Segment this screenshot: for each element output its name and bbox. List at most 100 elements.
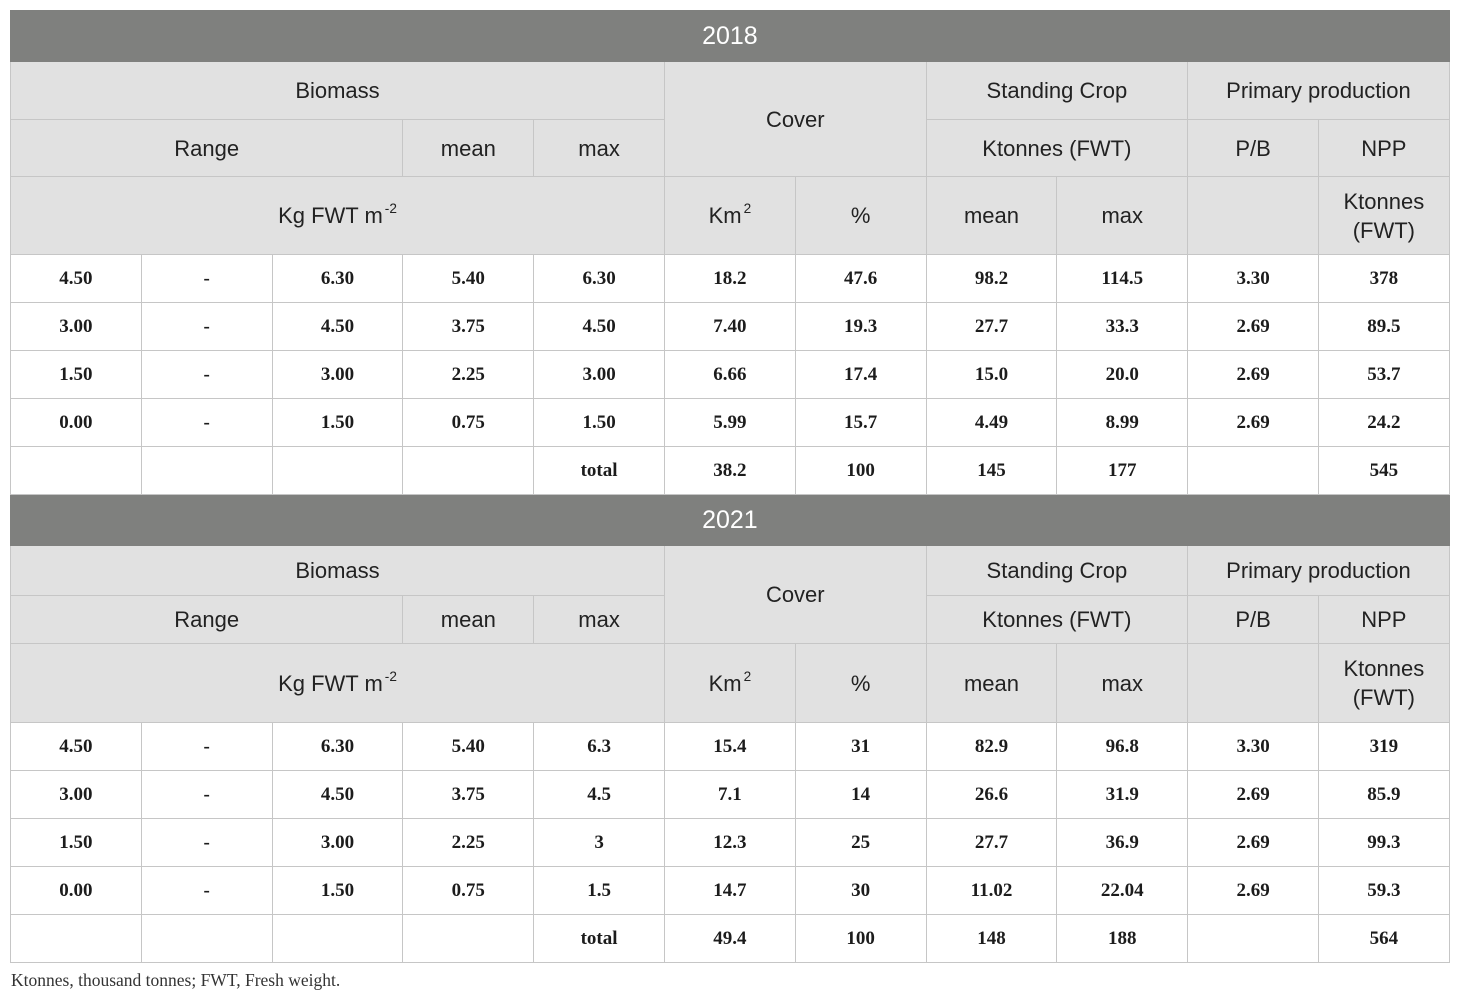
- biomass-mean-cell: 2.25: [402, 350, 535, 399]
- range-max-cell: 6.30: [271, 722, 404, 771]
- cover-percent-cell: 30: [794, 866, 927, 915]
- npp-cell: 53.7: [1317, 350, 1450, 399]
- cover-header: Cover: [663, 545, 927, 644]
- cover-area-unit-text: Km: [708, 670, 742, 696]
- table-row: 4.50-6.30 5.40 6.3 15.4 31 82.9 96.8 3.30 319: [10, 722, 1450, 771]
- biomass-unit-exponent: -2: [384, 668, 397, 684]
- cover-percent-cell: 19.3: [794, 302, 927, 351]
- range-min-cell: 0.00: [10, 398, 142, 447]
- standing-crop-unit-header: Ktonnes (FWT): [925, 595, 1189, 644]
- header-row-subgroups: Range mean max Ktonnes (FWT) P/B NPP: [9, 119, 1450, 177]
- npp-cell: 85.9: [1317, 770, 1450, 819]
- range-dash-cell: -: [140, 818, 273, 867]
- biomass-mean-cell: 3.75: [402, 302, 535, 351]
- pb-unit-empty: [1187, 643, 1319, 723]
- range-min-cell: [10, 914, 142, 963]
- npp-header: NPP: [1317, 119, 1450, 177]
- biomass-unit-text: Kg FWT m: [278, 203, 383, 228]
- biomass-max-cell: 6.3: [533, 722, 665, 771]
- total-row: total 38.2 100 145 177 545: [10, 446, 1450, 495]
- standing-crop-max-cell: 22.04: [1056, 866, 1189, 915]
- total-label: total: [533, 914, 665, 963]
- range-dash-cell: -: [140, 866, 273, 915]
- table-row: 3.00-4.50 3.75 4.50 7.40 19.3 27.7 33.3 2.69 89.…: [10, 302, 1450, 351]
- range-dash-cell: -: [140, 722, 273, 771]
- total-row: total 49.4 100 148 188 564: [10, 914, 1450, 963]
- standing-crop-max-cell: 96.8: [1056, 722, 1189, 771]
- standing-crop-max-cell: 36.9: [1056, 818, 1189, 867]
- standing-crop-mean-cell: 148: [925, 914, 1058, 963]
- cover-area-unit-header: Km 2: [663, 176, 796, 255]
- total-label: total: [533, 446, 665, 495]
- npp-cell: 378: [1317, 254, 1450, 303]
- range-max-cell: 3.00: [271, 350, 404, 399]
- range-dash-cell: -: [140, 350, 273, 399]
- range-dash-cell: [140, 446, 273, 495]
- biomass-mean-cell: 0.75: [402, 866, 535, 915]
- cover-area-cell: 15.4: [663, 722, 796, 771]
- biomass-max-cell: 3: [533, 818, 665, 867]
- range-min-cell: 3.00: [10, 770, 142, 819]
- range-max-cell: 1.50: [271, 398, 404, 447]
- range-max-cell: [271, 446, 404, 495]
- table-row: 1.50-3.00 2.25 3 12.3 25 27.7 36.9 2.69 99.3: [10, 818, 1450, 867]
- year-header: 2018: [10, 10, 1450, 62]
- year-row: 2021: [10, 494, 1450, 546]
- biomass-max-cell: 4.50: [533, 302, 665, 351]
- biomass-unit-exponent: -2: [384, 201, 397, 217]
- standing-crop-mean-cell: 27.7: [925, 818, 1058, 867]
- standing-crop-header: Standing Crop: [925, 545, 1189, 596]
- standing-crop-mean-cell: 4.49: [925, 398, 1058, 447]
- cover-percent-cell: 31: [794, 722, 927, 771]
- biomass-max-cell: 6.30: [533, 254, 665, 303]
- table-row: 3.00-4.50 3.75 4.5 7.1 14 26.6 31.9 2.69 85.9: [10, 770, 1450, 819]
- pb-cell: 3.30: [1187, 722, 1319, 771]
- range-dash-cell: -: [140, 398, 273, 447]
- biomass-mean-cell: 2.25: [402, 818, 535, 867]
- cover-percent-cell: 17.4: [794, 350, 927, 399]
- range-min-cell: [10, 446, 142, 495]
- biomass-max-cell: 4.5: [533, 770, 665, 819]
- range-max-cell: 1.50: [271, 866, 404, 915]
- biomass-mean-header: mean: [402, 595, 535, 644]
- cover-area-cell: 7.40: [663, 302, 796, 351]
- biomass-max-cell: 1.5: [533, 866, 665, 915]
- standing-crop-max-cell: 114.5: [1056, 254, 1189, 303]
- biomass-header: Biomass: [10, 61, 665, 120]
- cover-percent-cell: 25: [794, 818, 927, 867]
- standing-crop-mean-header: mean: [925, 176, 1058, 255]
- cover-area-unit-text: Km: [708, 203, 742, 228]
- npp-cell: 319: [1317, 722, 1450, 771]
- standing-crop-max-cell: 177: [1056, 446, 1189, 495]
- range-min-cell: 0.00: [10, 866, 142, 915]
- standing-crop-mean-cell: 11.02: [925, 866, 1058, 915]
- standing-crop-unit-header: Ktonnes (FWT): [925, 119, 1189, 177]
- range-dash-cell: -: [140, 302, 273, 351]
- table-footnote: Ktonnes, thousand tonnes; FWT, Fresh wei…: [11, 970, 341, 990]
- biomass-unit-text: Kg FWT m: [278, 670, 383, 696]
- standing-crop-max-header: max: [1056, 176, 1189, 255]
- pb-cell: [1187, 914, 1319, 963]
- npp-cell: 545: [1317, 446, 1450, 495]
- cover-percent-cell: 14: [794, 770, 927, 819]
- cover-area-cell: 49.4: [663, 914, 796, 963]
- cover-header: Cover: [663, 61, 927, 177]
- standing-crop-max-cell: 8.99: [1056, 398, 1189, 447]
- range-min-cell: 4.50: [10, 722, 142, 771]
- npp-unit-header: Ktonnes (FWT): [1317, 643, 1450, 723]
- range-dash-cell: -: [140, 254, 273, 303]
- range-dash-cell: -: [140, 770, 273, 819]
- cover-percent-cell: 47.6: [794, 254, 927, 303]
- biomass-mean-cell: 5.40: [402, 254, 535, 303]
- standing-crop-max-header: max: [1056, 643, 1189, 723]
- biomass-mean-cell: 3.75: [402, 770, 535, 819]
- standing-crop-mean-cell: 27.7: [925, 302, 1058, 351]
- primary-production-header: Primary production: [1187, 545, 1450, 596]
- range-max-cell: 4.50: [271, 302, 404, 351]
- pb-unit-empty: [1187, 176, 1319, 255]
- range-header: Range: [9, 119, 404, 177]
- header-row-groups: Biomass Cover Standing Crop Primary prod…: [10, 545, 1450, 644]
- header-row-subgroups: Range mean max Ktonnes (FWT) P/B NPP: [9, 595, 1450, 644]
- section-2021: 2021 Biomass Cover Standing Crop Primary…: [9, 494, 1450, 963]
- range-min-cell: 1.50: [10, 350, 142, 399]
